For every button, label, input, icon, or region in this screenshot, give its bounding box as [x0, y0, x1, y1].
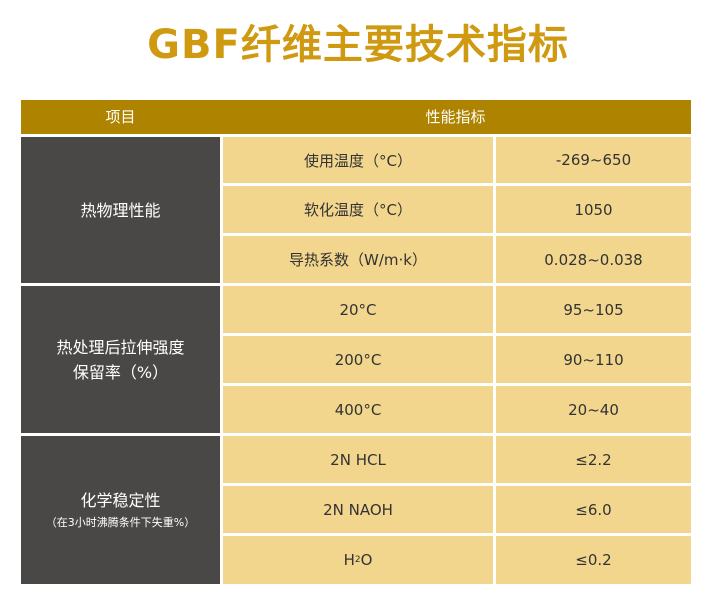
param-main: H	[343, 551, 355, 569]
header-item: 项目	[21, 100, 220, 134]
group-strength: 热处理后拉伸强度 保留率（%）	[21, 286, 220, 433]
param-cell: 400°C	[223, 386, 493, 433]
value-cell: 20~40	[496, 386, 691, 433]
param-cell: 导热系数（W/m·k）	[223, 236, 493, 283]
value-cell: 90~110	[496, 336, 691, 383]
param-subscript: 2	[354, 555, 361, 565]
group-chemical: 化学稳定性 （在3小时沸腾条件下失重%）	[21, 436, 220, 584]
param-cell: 2N NAOH	[223, 486, 493, 533]
param-tail: O	[360, 551, 373, 569]
value-cell: 1050	[496, 186, 691, 233]
value-cell: ≤6.0	[496, 486, 691, 533]
param-cell: 使用温度（°C）	[223, 137, 493, 183]
group-label-line1: 热处理后拉伸强度	[56, 337, 185, 357]
group-label-line2: 保留率（%）	[72, 362, 169, 382]
spec-table: 项目 性能指标 热物理性能 使用温度（°C） -269~650 软化温度（°C）…	[21, 100, 691, 584]
group-label: 化学稳定性	[80, 490, 161, 510]
group-label: 热物理性能	[80, 200, 161, 220]
value-cell: -269~650	[496, 137, 691, 183]
header-index: 性能指标	[220, 100, 691, 134]
group-note: （在3小时沸腾条件下失重%）	[45, 515, 196, 529]
value-cell: 95~105	[496, 286, 691, 333]
param-cell: 200°C	[223, 336, 493, 383]
value-cell: 0.028~0.038	[496, 236, 691, 283]
value-cell: ≤0.2	[496, 536, 691, 584]
page-title: GBF纤维主要技术指标	[147, 22, 569, 68]
value-cell: ≤2.2	[496, 436, 691, 483]
param-cell: 20°C	[223, 286, 493, 333]
param-cell: 2N HCL	[223, 436, 493, 483]
group-thermal: 热物理性能	[21, 137, 220, 283]
param-cell: 软化温度（°C）	[223, 186, 493, 233]
